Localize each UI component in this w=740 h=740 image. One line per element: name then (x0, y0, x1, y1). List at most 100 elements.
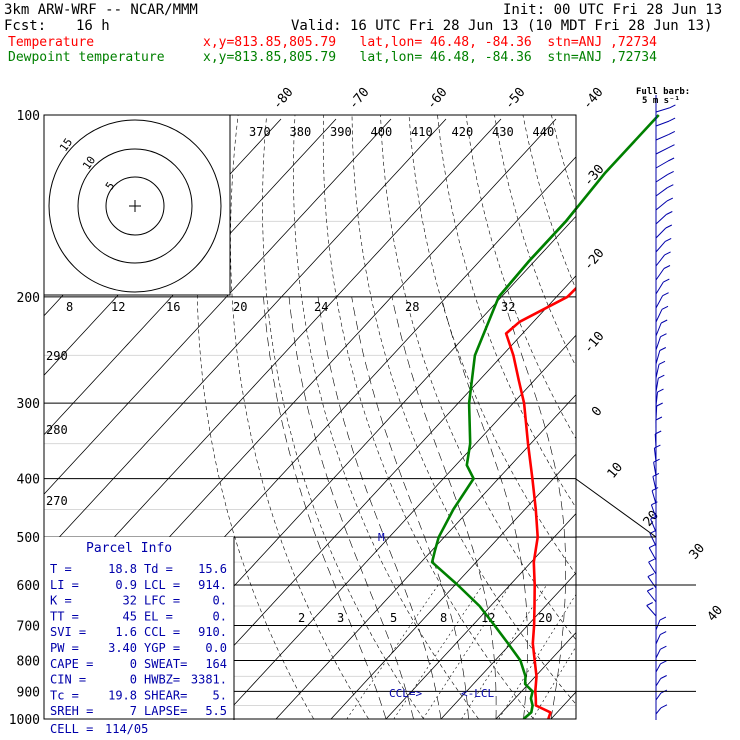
wind-barb-flag (651, 487, 659, 492)
parcel-field-label: HWBZ= (144, 673, 180, 687)
mixing-ratio-line (577, 585, 655, 719)
temperature-location-info: x,y=813.85,805.79 lat,lon= 46.48, -84.36… (203, 35, 657, 50)
theta-e-label: 390 (330, 125, 352, 139)
isotherm-label: -60 (424, 85, 451, 113)
temperature-legend: Temperature (8, 35, 95, 50)
parcel-field-value: 0. (213, 594, 227, 608)
parcel-field-value: 3381. (191, 673, 227, 687)
parcel-field-value: 5. (213, 688, 227, 702)
wind-barb (655, 678, 662, 687)
isotherm-label: -20 (581, 246, 608, 274)
wind-barb (655, 120, 670, 127)
skew-edge-line (575, 478, 657, 538)
wind-barb (655, 254, 665, 267)
wind-barb (648, 547, 657, 561)
hodograph-speed-label: 20 (233, 300, 247, 314)
wind-barb-flag (648, 544, 656, 549)
mixing-ratio-line (461, 584, 547, 719)
hodograph-speed-label: 16 (166, 300, 180, 314)
parcel-field-label: TT = (50, 609, 79, 623)
wind-barb (655, 322, 662, 337)
hodograph-speed-label: 28 (405, 300, 419, 314)
wind-barb-flag (667, 170, 674, 175)
wind-barb-flag (647, 573, 655, 578)
mixing-ratio-label: 5 (390, 611, 397, 625)
wind-barb-flag (668, 130, 676, 135)
isotherm-line (606, 119, 740, 719)
parcel-field-label: EL = (144, 609, 173, 623)
theta-e-label: 440 (533, 125, 555, 139)
full-barb-unit: 5 m s⁻¹ (642, 96, 680, 106)
wind-barb-flag (663, 265, 671, 269)
wind-barb-flag (659, 631, 667, 636)
hodograph-ring-label: 10 (80, 154, 98, 172)
wind-barb-flag (654, 430, 662, 435)
moist-adiabat (579, 297, 614, 719)
theta-e-label: 270 (46, 494, 68, 508)
parcel-field-value: 914. (198, 578, 227, 592)
wind-barb-flag (646, 602, 653, 606)
wind-barb (650, 504, 657, 519)
dry-adiabat (322, 115, 534, 719)
parcel-field-value: 1.6 (115, 625, 137, 639)
parcel-marker-label: M (378, 531, 385, 544)
fcst-label: Fcst: (4, 18, 47, 34)
wind-barb (654, 433, 657, 449)
theta-e-label: 380 (290, 125, 312, 139)
isotherm-label: 0 (589, 404, 606, 420)
wind-barb (651, 490, 657, 505)
theta-e-label: 370 (249, 125, 271, 139)
pressure-tick-label: 1000 (9, 713, 40, 728)
pressure-tick-label: 200 (17, 291, 40, 306)
wind-barb-flag (662, 292, 669, 297)
dry-adiabat (293, 115, 479, 719)
isotherm-line (44, 118, 337, 436)
isotherm-line (165, 275, 576, 719)
wind-barb-flag (660, 645, 667, 650)
mixing-ratio-label: 8 (440, 611, 447, 625)
isotherm-line (220, 334, 576, 719)
pressure-tick-label: 400 (17, 473, 40, 488)
wind-barb (655, 336, 661, 351)
parcel-info-title: Parcel Info (86, 541, 172, 556)
isotherm-line (275, 394, 576, 719)
theta-e-label: 420 (452, 125, 474, 139)
dry-adiabat (230, 115, 369, 719)
theta-e-label: 430 (492, 125, 514, 139)
parcel-field-label: Td = (144, 562, 173, 576)
model-title: 3km ARW-WRF -- NCAR/MMM (4, 2, 198, 18)
wind-barb-flag (666, 211, 673, 215)
wind-barb (648, 561, 657, 575)
parcel-field-label: PW = (50, 641, 79, 655)
parcel-field-value: 18.8 (108, 562, 137, 576)
moist-adiabat (263, 296, 387, 719)
parcel-field-value: 19.8 (108, 688, 137, 702)
parcel-cell-label: CELL = (50, 722, 93, 736)
wind-barb (655, 295, 664, 309)
isotherm-label: 10 (605, 460, 627, 482)
mixing-ratio-label: 20 (538, 611, 552, 625)
wind-barb-flag (651, 501, 658, 506)
wind-barb (655, 133, 670, 141)
wind-barb (655, 392, 658, 407)
isotherm-line (385, 513, 576, 719)
wind-barb (653, 448, 657, 463)
hodograph-ring (77, 148, 193, 264)
moist-adiabat (391, 296, 497, 719)
isotherm-line (550, 691, 576, 719)
pressure-tick-label: 100 (17, 109, 40, 124)
wind-barb-flag (658, 374, 665, 379)
dry-adiabat (437, 115, 576, 509)
wind-barb-flag (653, 458, 660, 463)
mixing-ratio-label: 3 (337, 611, 344, 625)
wind-barb-flag (650, 515, 657, 520)
parcel-field-label: SVI = (50, 625, 86, 639)
dry-adiabat (494, 115, 576, 368)
parcel-field-label: SHEAR= (144, 688, 187, 702)
wind-barb-flag (663, 278, 670, 283)
wind-barb (655, 241, 666, 253)
wind-barb-flag (667, 184, 674, 189)
wind-barb (655, 350, 661, 365)
parcel-field-label: LI = (50, 578, 79, 592)
isotherm-line (661, 119, 740, 719)
